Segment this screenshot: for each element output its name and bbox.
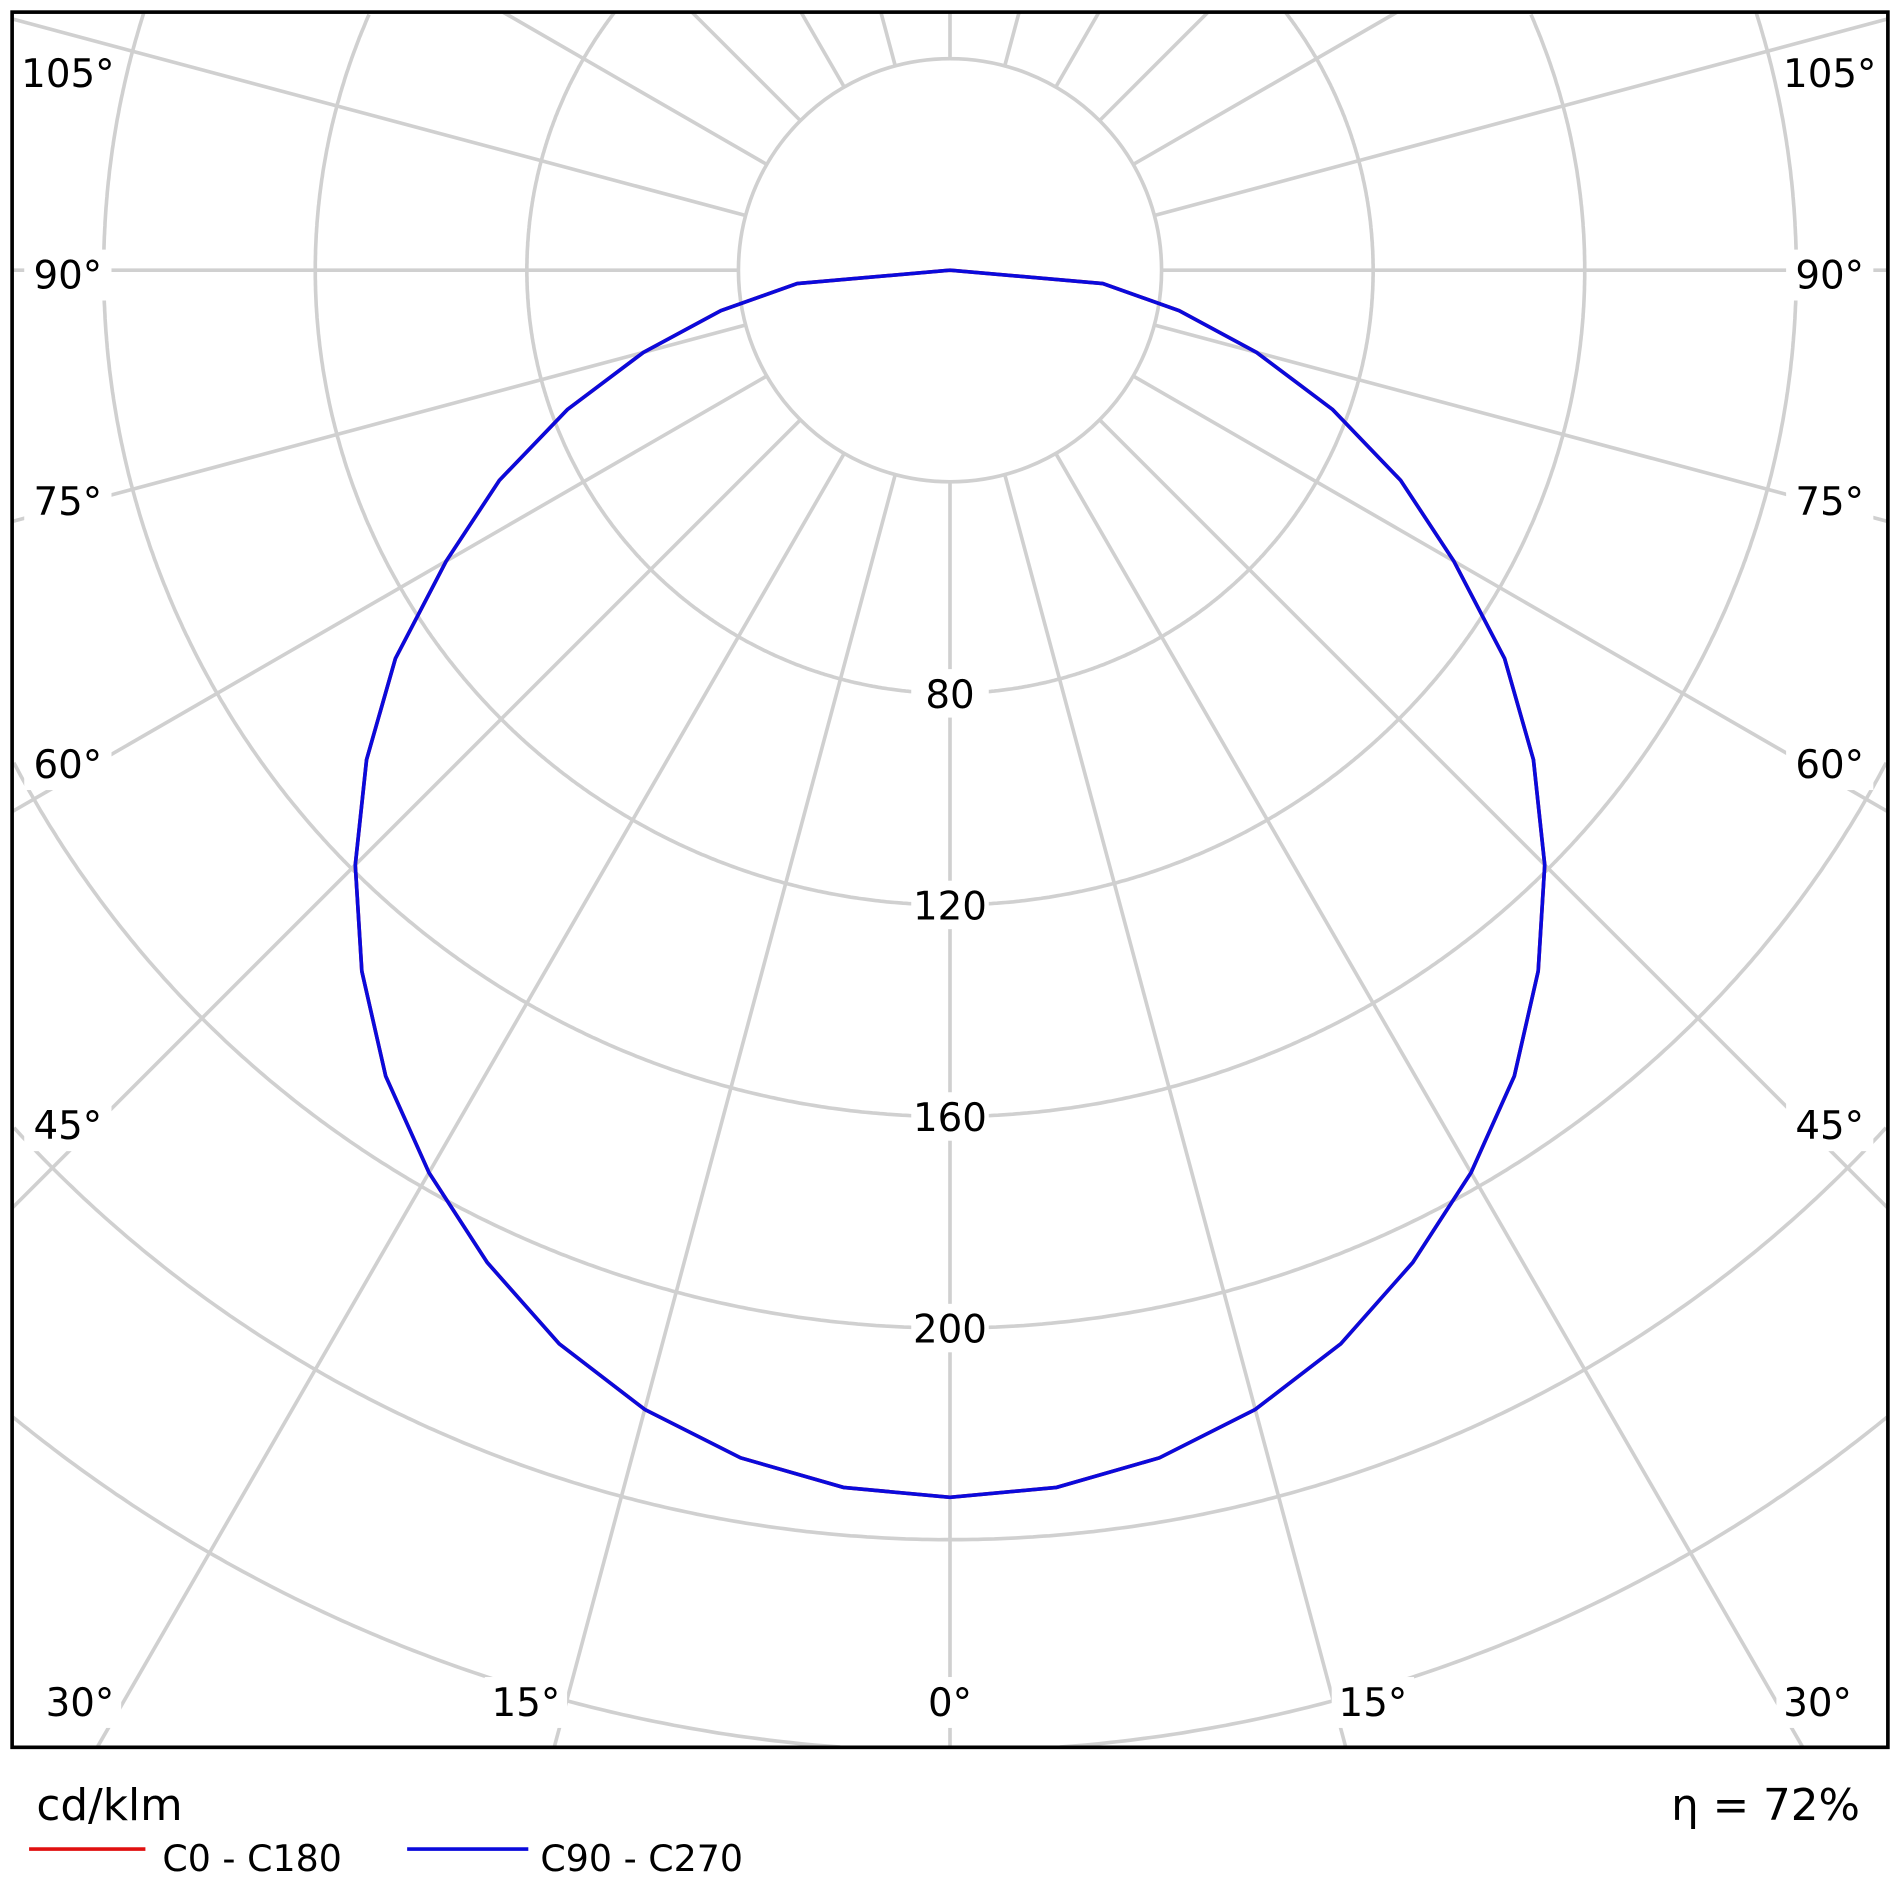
angle-label-bg <box>1786 249 1874 301</box>
grid-spoke <box>1132 374 1889 814</box>
grid-spoke <box>1132 10 1398 167</box>
radial-label-bg <box>911 880 989 930</box>
grid-spoke <box>1003 474 1348 1748</box>
labels: 80 120 160 200 105° 105° 90° 90° 75° 75° 60° 60° 45°… <box>21 48 1876 1728</box>
angle-label-bottom: 15° <box>492 1681 561 1726</box>
grid-spoke <box>1054 11 1101 88</box>
legend-label-c90: C90 - C270 <box>540 1837 743 1880</box>
radial-label-bg <box>911 669 989 718</box>
grid-spoke <box>1098 418 1890 1210</box>
grid-spoke <box>1153 323 1889 524</box>
grid-spoke <box>1054 452 1805 1749</box>
angle-label-bottom: 30° <box>1783 1681 1852 1726</box>
angle-label-bg <box>1331 1677 1415 1728</box>
grid-ring <box>12 1126 950 1542</box>
radial-tick-label: 120 <box>913 884 987 929</box>
grid-ring <box>1059 1415 1889 1749</box>
grid-ring <box>11 1415 841 1749</box>
grid-spoke <box>879 11 897 67</box>
angle-label-bg <box>1776 1677 1859 1728</box>
grid-spoke <box>1003 11 1021 67</box>
grid-ring <box>950 11 1375 696</box>
angle-label-left: 90° <box>33 253 102 298</box>
angle-label-bottom: 15° <box>1339 1681 1408 1726</box>
angle-label-bg <box>24 739 112 791</box>
unit-label: cd/klm <box>36 1781 182 1831</box>
angle-label-left: 45° <box>33 1104 102 1149</box>
grid-ring <box>950 761 1888 1330</box>
angle-label-right: 75° <box>1795 480 1864 525</box>
radial-label-bg <box>911 1092 989 1141</box>
angle-label-left: 60° <box>33 743 102 788</box>
angle-label-right: 45° <box>1795 1104 1864 1149</box>
grid-spoke <box>502 10 768 167</box>
angle-label-right: 60° <box>1795 743 1864 788</box>
grid-spoke <box>690 10 802 122</box>
grid-spoke <box>11 17 747 218</box>
grid-spoke <box>1098 10 1210 122</box>
angle-label-left: 75° <box>33 480 102 525</box>
grid-spoke <box>799 11 846 88</box>
angle-label-bg <box>908 1677 992 1728</box>
radial-tick-label: 80 <box>925 673 974 718</box>
angle-label-bottom: 30° <box>46 1681 115 1726</box>
grid-spoke <box>10 418 802 1210</box>
angle-label-bottom: 0° <box>928 1681 972 1726</box>
angle-label-bg <box>1786 1100 1874 1152</box>
efficiency-label: η = 72% <box>1671 1781 1860 1831</box>
grid-spoke <box>95 452 846 1749</box>
angle-label-bg <box>24 476 112 528</box>
legend-label-c0: C0 - C180 <box>162 1837 341 1880</box>
plot-frame <box>10 10 1890 1750</box>
angle-label-bg <box>1786 48 1874 100</box>
angle-label-right: 90° <box>1795 253 1864 298</box>
radial-label-bg <box>911 1303 989 1353</box>
grid-ring <box>525 11 950 696</box>
grid-spoke <box>1153 17 1889 218</box>
angle-label-bg <box>24 249 112 301</box>
grid-spoke <box>552 474 897 1748</box>
grid-ring <box>12 761 950 1330</box>
curves <box>353 268 1547 1500</box>
angle-label-bg <box>24 48 112 100</box>
angle-label-bg <box>1786 476 1874 528</box>
angle-label-right: 105° <box>1783 52 1876 97</box>
grid-spoke <box>11 374 768 814</box>
angle-label-bg <box>1786 739 1874 791</box>
angle-label-bg <box>38 1677 122 1728</box>
angle-label-bg <box>24 1100 112 1152</box>
grid <box>10 10 1890 1749</box>
grid-ring <box>950 1126 1888 1542</box>
angle-label-left: 105° <box>21 52 114 97</box>
radial-tick-label: 160 <box>913 1096 987 1141</box>
radial-tick-label: 200 <box>913 1308 987 1353</box>
grid-spoke <box>11 323 747 524</box>
angle-label-bg <box>484 1677 568 1728</box>
